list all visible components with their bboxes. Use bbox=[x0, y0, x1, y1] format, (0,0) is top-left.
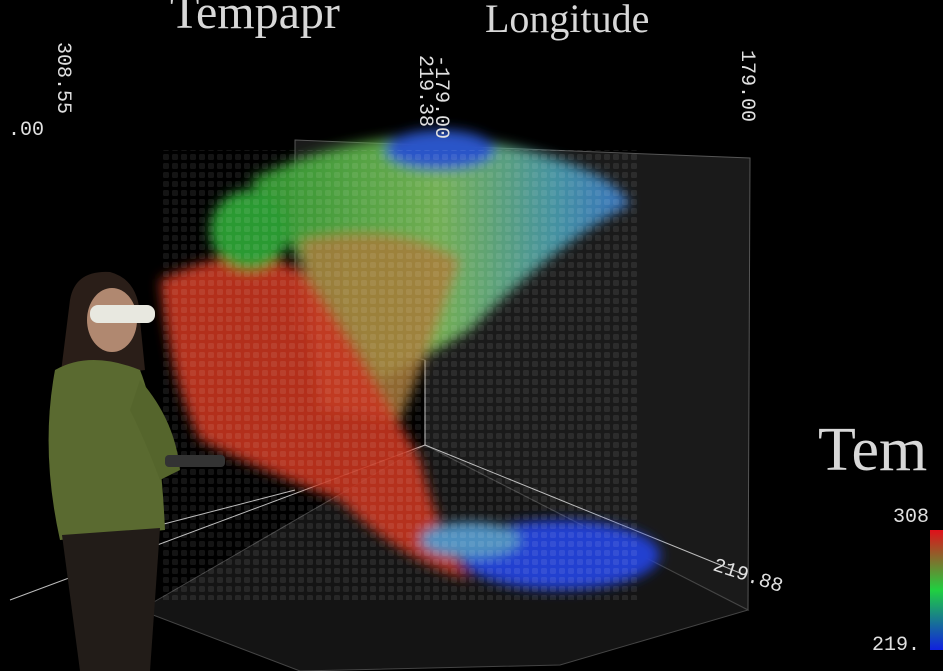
legend-max: 308 bbox=[893, 506, 929, 529]
color-bar bbox=[930, 530, 943, 650]
tick-label: .00 bbox=[8, 119, 44, 142]
legend-min: 219. bbox=[872, 634, 920, 657]
tick-label: 308.55 bbox=[51, 42, 74, 114]
scene: Tempapr Longitude 308.55 .00 219.38 -179… bbox=[0, 0, 943, 671]
axis-label: Longitude bbox=[485, 0, 649, 41]
legend-title: Tem bbox=[818, 416, 927, 484]
axis-label: Tempapr bbox=[170, 0, 340, 39]
tick-label: 179.00 bbox=[735, 50, 758, 122]
tick-label: -179.00 bbox=[429, 55, 452, 139]
point-texture bbox=[160, 150, 640, 600]
